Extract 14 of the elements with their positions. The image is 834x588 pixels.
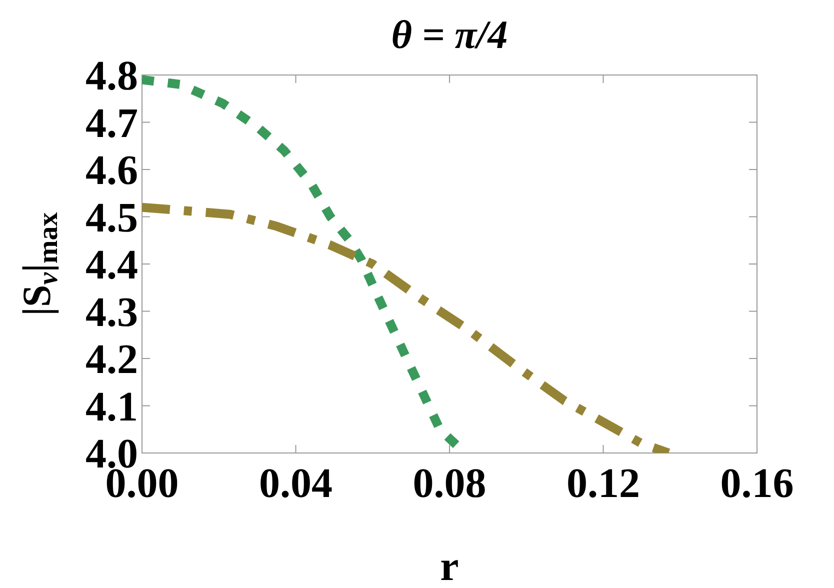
y-tick-label: 4.4 [86, 242, 138, 289]
x-tick-label: 0.12 [566, 461, 640, 507]
x-axis-title: r [440, 544, 459, 588]
y-tick-label: 4.5 [86, 195, 138, 242]
y-tick-label: 4.1 [86, 384, 138, 430]
y-tick-label: 4.3 [86, 290, 138, 336]
y-tick-label: 4.6 [86, 148, 138, 194]
y-tick-label: 4.2 [86, 337, 138, 384]
x-tick-label: 0.04 [259, 461, 332, 507]
chart-title: θ = π/4 [391, 12, 508, 57]
y-tick-label: 4.8 [86, 54, 138, 100]
y-tick-label: 4.7 [86, 100, 138, 147]
x-tick-label: 0.16 [720, 461, 794, 507]
x-tick-label: 0.08 [412, 461, 486, 507]
